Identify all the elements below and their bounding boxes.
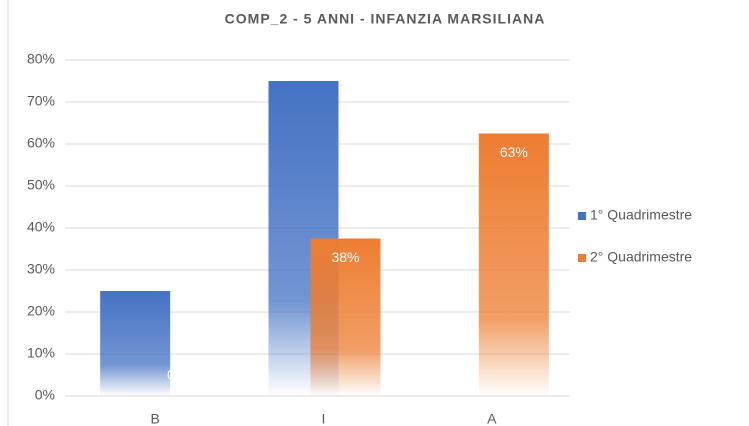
x-tick-label: B: [150, 411, 159, 426]
chart-title: COMP_2 - 5 ANNI - INFANZIA MARSILIANA: [225, 11, 546, 27]
y-tick-label: 70%: [27, 93, 55, 109]
y-tick-label: 60%: [27, 135, 55, 151]
data-label: 0%: [167, 367, 187, 383]
bar: [100, 291, 171, 396]
y-tick-label: 50%: [27, 177, 55, 193]
data-label: 63%: [500, 144, 528, 160]
legend-swatch: [578, 254, 586, 262]
x-tick-label: A: [487, 411, 497, 426]
bar: [478, 133, 549, 396]
y-tick-label: 40%: [27, 219, 55, 235]
legend-swatch: [578, 212, 586, 220]
y-tick-label: 30%: [27, 261, 55, 277]
legend-label: 1° Quadrimestre: [590, 207, 692, 223]
legend-label: 2° Quadrimestre: [590, 249, 692, 265]
y-tick-label: 20%: [27, 303, 55, 319]
y-tick-label: 10%: [27, 345, 55, 361]
y-tick-label: 80%: [27, 51, 55, 67]
bar: [310, 238, 381, 396]
data-label: 38%: [331, 249, 359, 265]
y-tick-label: 0%: [35, 387, 55, 403]
x-tick-label: I: [322, 411, 326, 426]
